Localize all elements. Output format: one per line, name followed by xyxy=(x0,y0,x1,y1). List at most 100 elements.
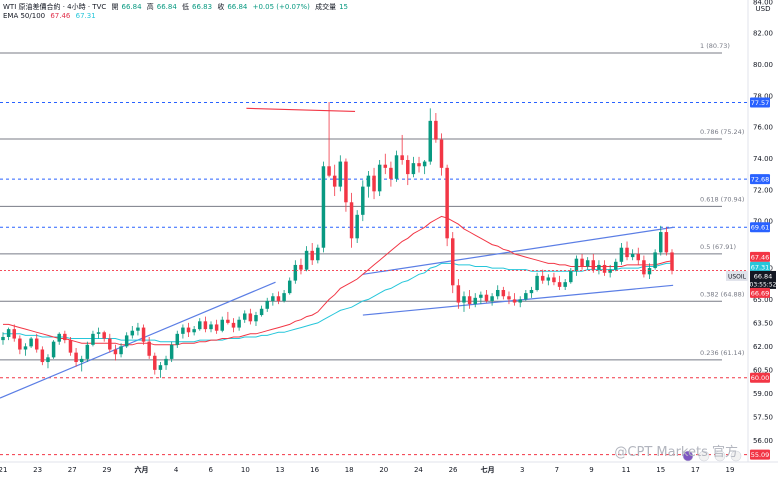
candle-body xyxy=(366,175,371,187)
low-label: 低 xyxy=(182,3,190,11)
channel-lower xyxy=(362,284,674,316)
current-price-tag xyxy=(750,270,776,289)
candle-body xyxy=(636,253,641,261)
candle-body xyxy=(332,175,337,187)
x-tick-label: 19 xyxy=(726,466,735,474)
candle-body xyxy=(524,293,528,300)
x-tick-label: 11 xyxy=(622,466,631,474)
candle-body xyxy=(495,289,500,297)
level-tag-label: 72.68 xyxy=(751,176,770,184)
y-tick-label: 56.00 xyxy=(753,437,773,445)
candle-body xyxy=(271,296,275,301)
candle-body xyxy=(153,355,157,370)
candle-body xyxy=(355,214,359,239)
candle-body xyxy=(85,344,90,359)
x-tick-label: 27 xyxy=(68,466,77,474)
candle-body xyxy=(490,296,494,301)
fib-level-label: 0.618 (70.94) xyxy=(700,195,744,203)
level-tag-label: 77.57 xyxy=(751,99,770,107)
candle-body xyxy=(580,258,584,267)
candle-body xyxy=(169,344,174,359)
x-tick-label: 6 xyxy=(208,466,213,474)
x-tick-label: 21 xyxy=(0,466,7,474)
event-marker-icon xyxy=(682,450,694,462)
candle-body xyxy=(237,319,241,328)
candle-body xyxy=(451,238,455,286)
candle-body xyxy=(265,300,269,309)
currency-label: USD xyxy=(756,5,771,13)
candle-body xyxy=(557,282,562,287)
ema100-value: 67.31 xyxy=(75,12,96,20)
candle-body xyxy=(102,332,106,339)
candle-body xyxy=(473,297,477,305)
y-tick-label: 72.00 xyxy=(753,186,773,194)
fib-level-label: 0.236 (61.14) xyxy=(700,349,744,357)
open-label: 開 xyxy=(111,3,119,11)
channel-upper xyxy=(362,226,674,275)
x-tick-label: 29 xyxy=(102,466,111,474)
y-tick-label: 82.00 xyxy=(753,30,773,38)
candle-body xyxy=(434,120,438,140)
event-marker-icon xyxy=(714,450,726,462)
ema100-line xyxy=(3,262,673,343)
ema50-value: 67.46 xyxy=(50,12,71,20)
candle-body xyxy=(535,275,539,290)
level-tag-label: 55.09 xyxy=(751,451,770,459)
candle-body xyxy=(546,277,551,281)
price-tag-label: 66.69 xyxy=(751,289,770,297)
indicator-header[interactable]: EMA 50/100 67.46 67.31 xyxy=(3,12,99,20)
x-tick-label: 26 xyxy=(449,466,458,474)
candle-body xyxy=(6,329,11,337)
candle-body xyxy=(411,163,416,175)
x-tick-label: 16 xyxy=(310,466,319,474)
candle-body xyxy=(349,202,354,239)
candle-body xyxy=(462,296,466,303)
x-tick-label: 20 xyxy=(379,466,388,474)
close-label: 收 xyxy=(217,3,225,11)
candle-body xyxy=(74,352,78,363)
candle-body xyxy=(40,349,45,363)
candle-body xyxy=(186,327,191,333)
candle-body xyxy=(484,294,489,301)
high-label: 高 xyxy=(146,3,154,11)
candle-body xyxy=(670,252,674,271)
y-tick-label: 57.50 xyxy=(753,413,773,421)
x-tick-label: 7 xyxy=(555,466,559,474)
fib-level-label: 0.5 (67.91) xyxy=(700,243,736,251)
candle-body xyxy=(614,261,618,270)
candle-body xyxy=(597,264,601,270)
candle-body xyxy=(96,332,101,334)
candle-body xyxy=(231,322,236,328)
candle-body xyxy=(57,333,61,342)
candle-body xyxy=(34,338,39,350)
candle-body xyxy=(254,315,258,322)
ema50-line xyxy=(3,215,673,346)
low-value: 66.83 xyxy=(192,3,213,11)
candle-body xyxy=(361,186,365,215)
candle-body xyxy=(141,327,146,342)
symbol-title: WTI 原油差價合約 · 4小時 · TVC xyxy=(3,3,107,11)
x-tick-label: 13 xyxy=(275,466,284,474)
candle-body xyxy=(585,260,590,267)
candle-body xyxy=(316,247,320,261)
candle-body xyxy=(619,247,624,262)
candle-body xyxy=(552,277,556,283)
candle-body xyxy=(338,161,343,187)
x-tick-label: 七月 xyxy=(481,465,495,474)
level-tag xyxy=(750,97,770,108)
candle-body xyxy=(198,321,202,330)
y-tick-label: 70.00 xyxy=(753,218,773,226)
x-tick-label: 17 xyxy=(691,466,700,474)
candle-body xyxy=(147,341,151,356)
candle-body xyxy=(282,293,286,301)
fib-level-label: 1 (80.73) xyxy=(700,42,730,50)
change-value: +0.05 (+0.07%) xyxy=(252,3,310,11)
candle-body xyxy=(220,319,224,331)
candle-body xyxy=(130,330,135,336)
candle-body xyxy=(569,271,573,283)
candle-body xyxy=(664,232,669,253)
candle-body xyxy=(540,275,545,281)
candle-body xyxy=(51,341,56,358)
x-tick-label: 六月 xyxy=(134,465,148,474)
